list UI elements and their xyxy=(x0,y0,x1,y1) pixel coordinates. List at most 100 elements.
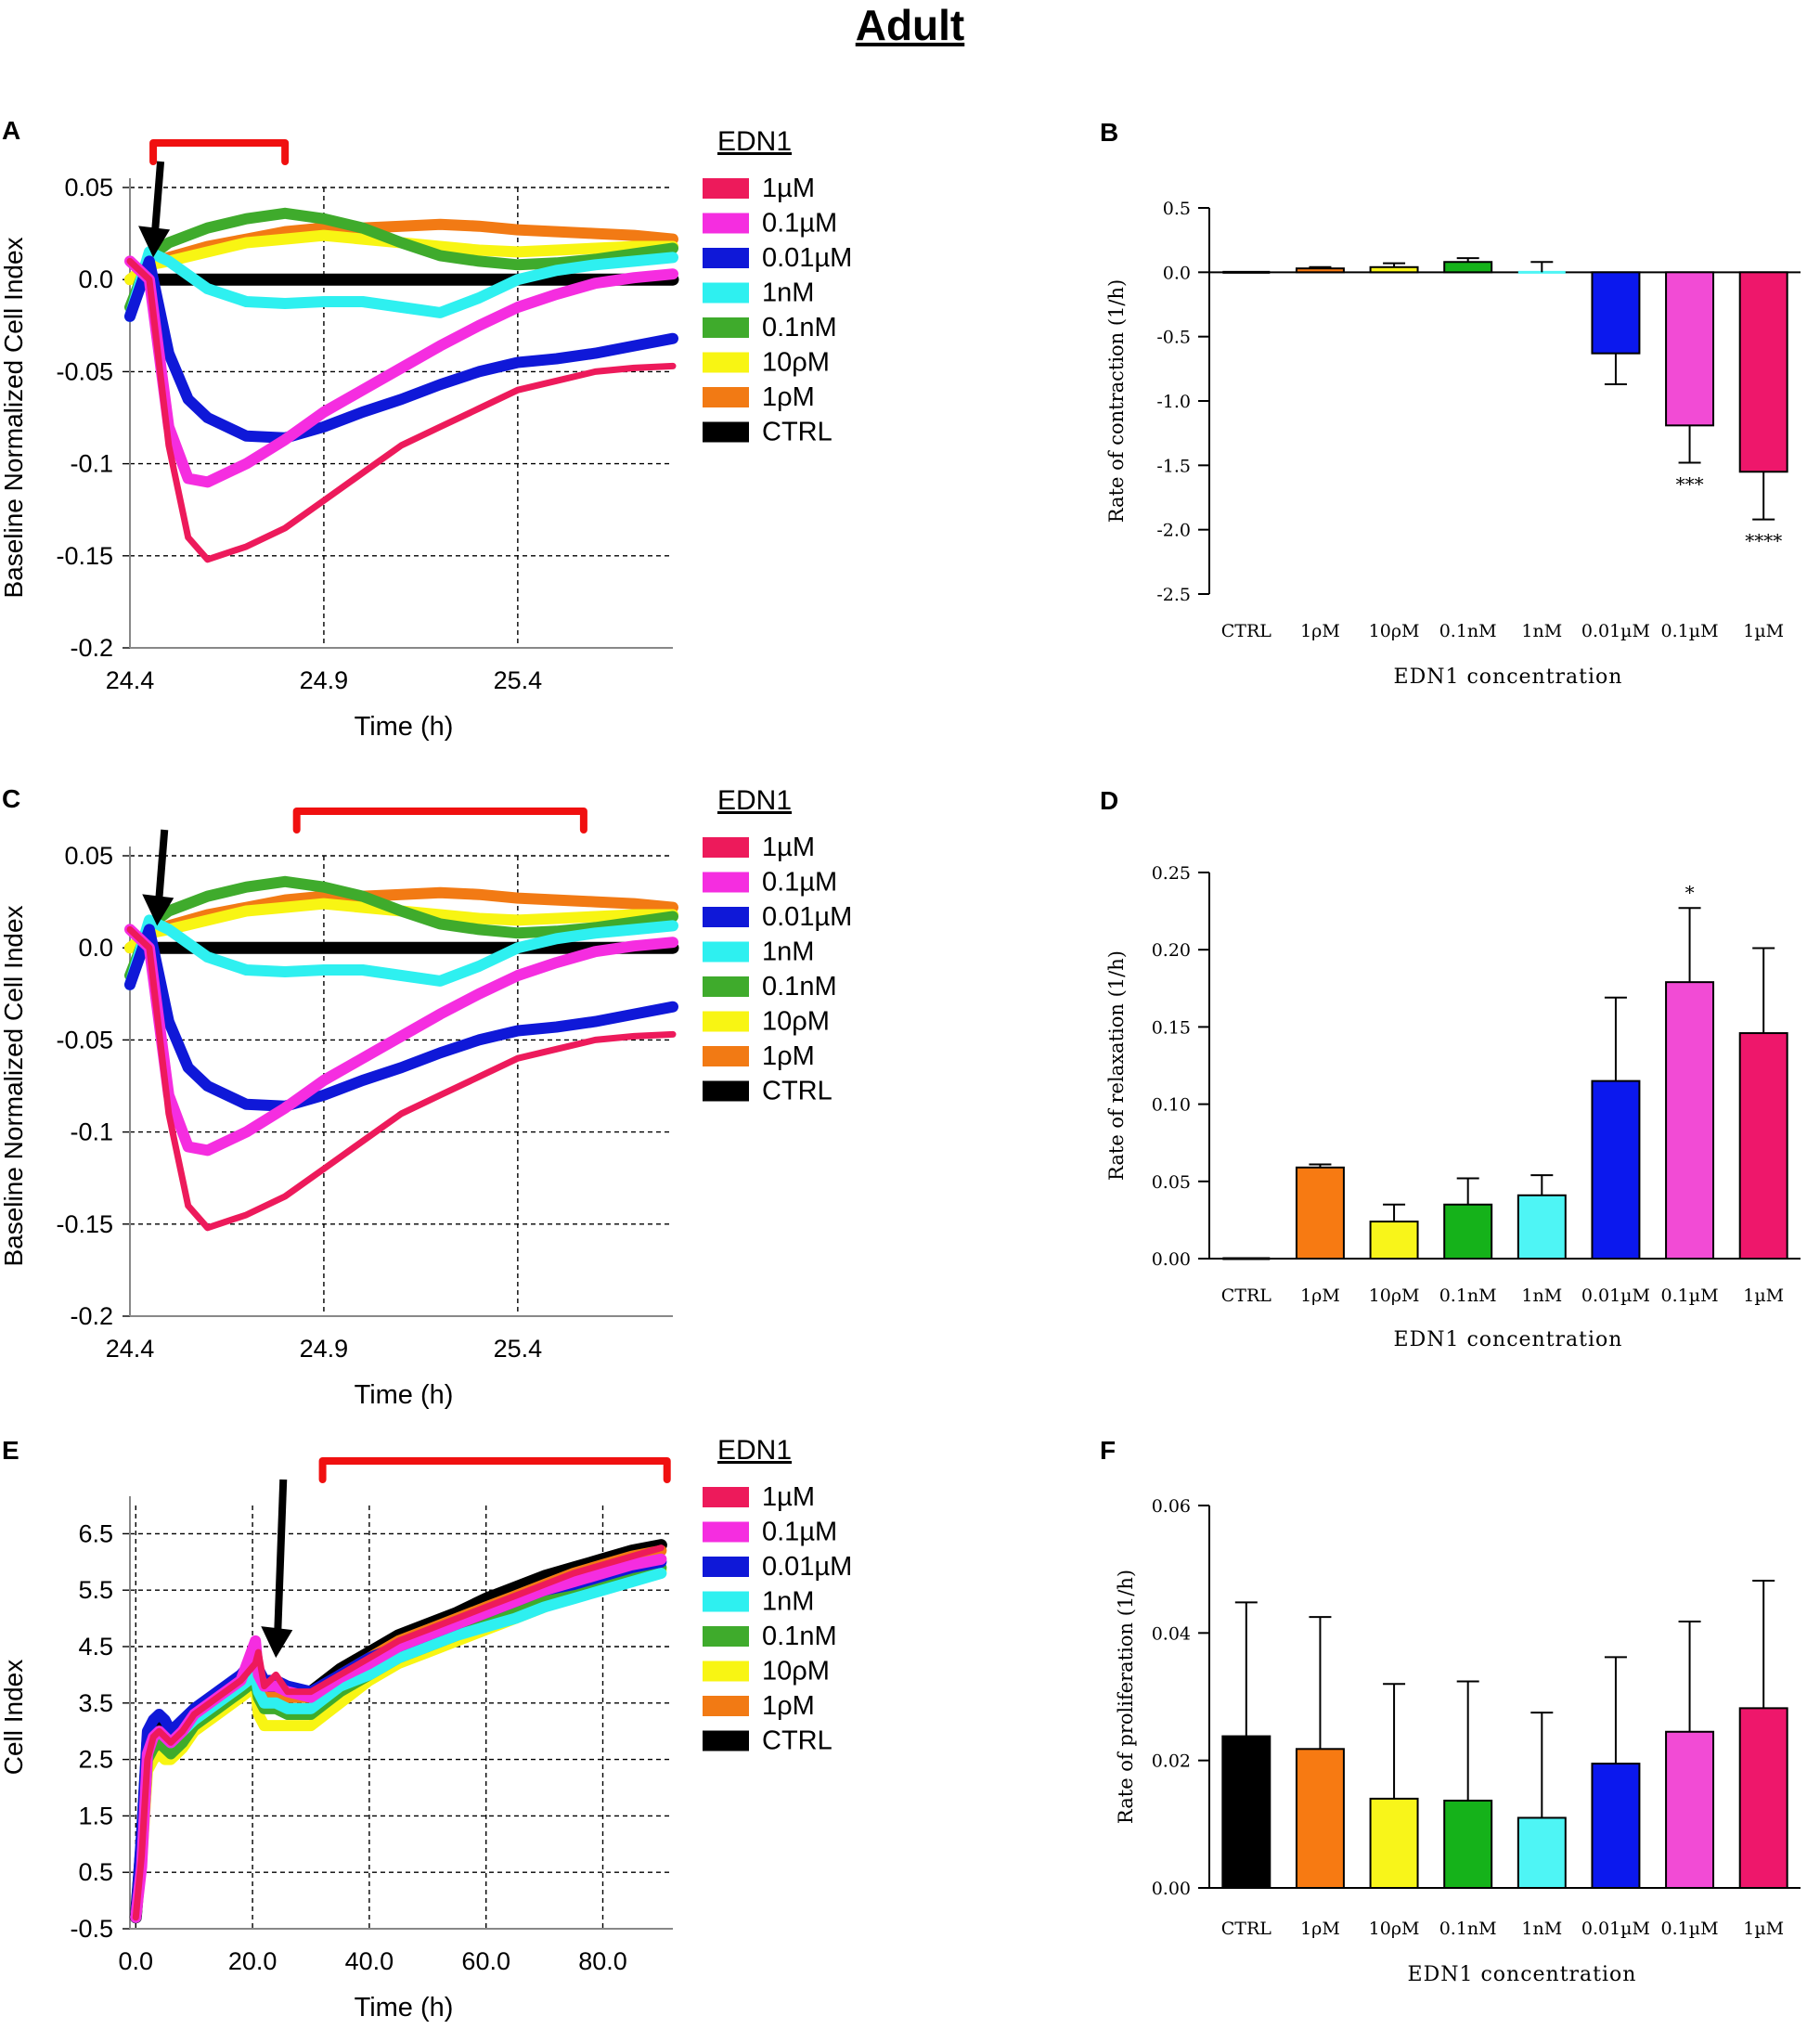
legend-swatch-1nm xyxy=(703,941,749,963)
y-tick-label: 0.20 xyxy=(1152,940,1191,961)
legend-label-ctrl: CTRL xyxy=(762,1726,833,1756)
y-axis-label: Cell Index xyxy=(0,1660,28,1776)
y-tick-label: 0.25 xyxy=(1152,863,1191,884)
bar-0p01um xyxy=(1591,271,1641,355)
legend-swatch-0p1um xyxy=(703,213,749,234)
x-tick-label: 25.4 xyxy=(494,1335,543,1363)
arrow-head xyxy=(142,894,174,926)
x-axis-label: EDN1 concentration xyxy=(1408,1963,1637,1986)
category-label-1pm: 1ρM xyxy=(1300,1919,1340,1939)
y-tick-label: -0.05 xyxy=(56,357,113,385)
panelA-svg: A 0.05 0.0 -0.05 -0.1 -0.15 -0.2 24.4 24.9 25.4 Ti… xyxy=(0,116,1801,742)
y-axis-label: Baseline Normalized Cell Index xyxy=(0,237,28,598)
category-label-0p1nm: 0.1nM xyxy=(1439,1919,1497,1939)
legend-label-1nm: 1nM xyxy=(762,937,814,967)
legend-label-1um: 1µM xyxy=(762,174,815,203)
y-tick-label: 0.0 xyxy=(78,934,113,962)
panel-letter-a: A xyxy=(2,116,20,145)
category-label-0p1um: 0.1µM xyxy=(1661,621,1719,641)
treatment-bracket xyxy=(292,808,587,834)
legend-swatch-1pm xyxy=(703,387,749,407)
series-line-0p1nm xyxy=(124,207,678,313)
y-tick-label: -0.1 xyxy=(70,450,113,478)
series-line-1um xyxy=(126,925,677,1232)
legend-label-1nm: 1nM xyxy=(762,278,814,308)
x-tick-label: 24.4 xyxy=(106,666,155,694)
panel-letter-e: E xyxy=(2,1436,19,1465)
arrow-head xyxy=(261,1626,293,1659)
legend-swatch-0p01um xyxy=(703,1557,749,1577)
legend-swatch-1um xyxy=(703,837,749,858)
y-tick-label: -0.15 xyxy=(56,1210,113,1238)
y-tick-label: 0.15 xyxy=(1152,1017,1191,1038)
y-tick-label: 0.00 xyxy=(1152,1879,1191,1899)
y-tick-label: -0.2 xyxy=(70,634,113,662)
bar-1pm xyxy=(1295,1166,1345,1260)
panel-letter-d: D xyxy=(1100,786,1118,815)
legend-label-1nm: 1nM xyxy=(762,1587,814,1617)
panel-e: E 6.5 5.5 4.5 3.5 2.5 1.5 0.5 -0.5 0.0 20.0 40.0 60.… xyxy=(0,1420,1819,2029)
category-label-1nm: 1nM xyxy=(1521,1919,1562,1939)
bar-0p1nm xyxy=(1443,1799,1493,1889)
category-label-1um: 1µM xyxy=(1743,621,1784,641)
category-label-0p1nm: 0.1nM xyxy=(1439,621,1497,641)
series-line-0p01um xyxy=(130,1556,667,1923)
legend-label-10pm: 10ρM xyxy=(762,348,830,378)
category-label-1um: 1µM xyxy=(1743,1919,1784,1939)
bar-1pm xyxy=(1295,267,1345,274)
y-tick-label: 4.5 xyxy=(78,1633,113,1661)
y-tick-label: -0.2 xyxy=(70,1302,113,1330)
x-axis-label: EDN1 concentration xyxy=(1394,666,1623,689)
significance-0p1um: * xyxy=(1685,881,1695,903)
series-line-0p1um xyxy=(130,1553,667,1923)
series-line-1nm xyxy=(130,1568,667,1923)
y-tick-label: 1.5 xyxy=(78,1802,113,1829)
treatment-arrow xyxy=(274,1479,288,1633)
legend-swatch-1pm xyxy=(703,1696,749,1716)
legend-swatch-10pm xyxy=(703,1661,749,1682)
bar-1pm xyxy=(1295,1748,1345,1889)
bar-0p01um xyxy=(1591,1079,1641,1260)
legend-swatch-1nm xyxy=(703,1591,749,1612)
panelC-svg: C 0.05 0.0 -0.05 -0.1 -0.15 -0.2 24.4 24.9 25.4 Ti… xyxy=(0,784,1801,1410)
legend-label-0p1um: 0.1µM xyxy=(762,868,837,898)
category-label-1nm: 1nM xyxy=(1521,621,1562,641)
x-axis-label: Time (h) xyxy=(355,712,454,742)
series-line-1nm xyxy=(124,914,678,990)
y-tick-label: 0.5 xyxy=(78,1858,113,1886)
y-tick-label: 6.5 xyxy=(78,1519,113,1547)
x-axis-label: EDN1 concentration xyxy=(1394,1328,1623,1351)
legend-swatch-ctrl xyxy=(703,1080,749,1102)
series-line-0p1um xyxy=(124,255,678,488)
x-tick-label: 24.9 xyxy=(300,1335,349,1363)
y-tick-label: 5.5 xyxy=(78,1576,113,1604)
panel-letter-f: F xyxy=(1100,1436,1116,1465)
bar-1nm xyxy=(1517,1816,1567,1890)
bar-0p01um xyxy=(1591,1763,1641,1889)
category-label-0p1um: 0.1µM xyxy=(1661,1919,1719,1939)
x-tick-label: 80.0 xyxy=(578,1947,627,1975)
y-tick-label: 3.5 xyxy=(78,1689,113,1717)
y-tick-label: -2.5 xyxy=(1156,585,1191,605)
legend-swatch-ctrl xyxy=(703,421,749,443)
panelE-svg: E6.55.54.53.52.51.50.5-0.50.0 20.0 40.0 60.… xyxy=(0,1435,1801,2023)
y-tick-label: 2.5 xyxy=(78,1746,113,1774)
y-tick-label: 0.05 xyxy=(1152,1172,1191,1193)
x-tick-label: 0.0 xyxy=(119,1947,154,1975)
bar-0p1um xyxy=(1665,981,1715,1260)
treatment-bracket xyxy=(318,1457,671,1483)
y-tick-label: 0.05 xyxy=(64,842,113,870)
legend-label-0p1um: 0.1µM xyxy=(762,1518,837,1547)
legend-swatch-1um xyxy=(703,178,749,199)
x-tick-label: 24.9 xyxy=(300,666,349,694)
category-label-0p01um: 0.01µM xyxy=(1581,621,1650,641)
y-tick-label: 0.5 xyxy=(1163,199,1191,219)
significance-1um: **** xyxy=(1745,530,1782,552)
x-tick-label: 25.4 xyxy=(494,666,543,694)
y-tick-label: -0.1 xyxy=(70,1118,113,1146)
legend-swatch-0p1um xyxy=(703,1521,749,1543)
y-tick-label: 0.0 xyxy=(78,265,113,293)
series-line-0p1um xyxy=(124,924,678,1157)
legend-label-0p1nm: 0.1nM xyxy=(762,313,837,342)
bar-1um xyxy=(1738,1707,1788,1889)
